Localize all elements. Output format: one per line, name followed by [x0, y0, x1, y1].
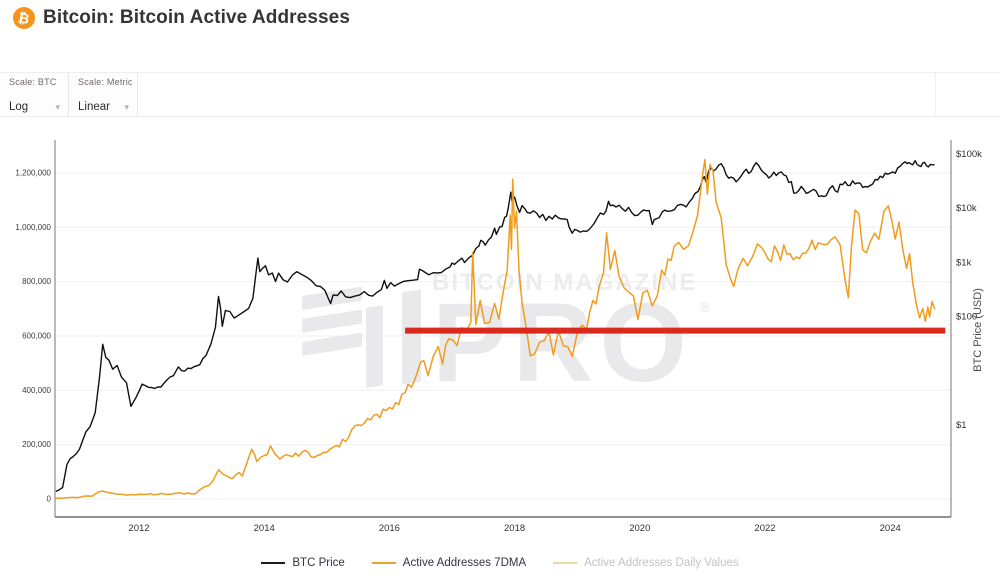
chart-header: ₿ Bitcoin: Bitcoin Active Addresses [13, 7, 350, 29]
svg-text:$100: $100 [956, 312, 977, 323]
x-axis-labels: 2012 2014 2016 2018 2020 2022 2024 [128, 523, 900, 534]
legend-item-btc-price[interactable]: BTC Price [261, 557, 345, 569]
right-axis-title: BTC Price (USD) [972, 288, 984, 372]
svg-text:$1: $1 [956, 420, 967, 431]
svg-text:2020: 2020 [629, 523, 650, 534]
svg-text:2024: 2024 [880, 523, 901, 534]
btc-scale-label: Scale: BTC [9, 77, 57, 87]
svg-text:600,000: 600,000 [22, 332, 51, 341]
scale-toolbar: Scale: BTC Log ▾ Scale: Metric Linear ▾ [0, 72, 1000, 117]
legend-swatch [553, 561, 578, 565]
metric-scale-control: Scale: Metric Linear ▾ [69, 73, 138, 116]
svg-text:0: 0 [47, 495, 52, 504]
left-axis-labels: 0 200,000 400,000 600,000 800,000 1,000,000 1,… [15, 169, 51, 504]
legend-item-active-addresses-daily-values[interactable]: Active Addresses Daily Values [553, 557, 739, 569]
chevron-down-icon: ▾ [55, 101, 60, 112]
watermark-text: BITCOIN MAGAZINE [432, 269, 697, 296]
svg-text:2012: 2012 [128, 523, 149, 534]
metric-scale-label: Scale: Metric [78, 77, 133, 87]
btc-scale-select[interactable]: Log ▾ [9, 101, 60, 113]
chevron-down-icon: ▾ [124, 101, 129, 112]
gridlines [55, 172, 951, 500]
svg-text:800,000: 800,000 [22, 277, 51, 286]
active-addresses-7dma-line [55, 158, 936, 500]
right-axis-labels: $100k $10k $1k $100 $1 [956, 149, 982, 431]
svg-text:$10k: $10k [956, 203, 977, 214]
svg-text:400,000: 400,000 [22, 386, 51, 395]
legend-label: Active Addresses Daily Values [584, 557, 739, 569]
svg-text:2016: 2016 [379, 523, 400, 534]
toolbar-divider [935, 73, 936, 116]
watermark-vbars-icon [366, 289, 421, 388]
svg-text:$100k: $100k [956, 149, 982, 160]
metric-scale-select[interactable]: Linear ▾ [78, 101, 129, 113]
chart-legend: BTC Price Active Addresses 7DMA Active A… [0, 557, 1000, 569]
axes [54, 140, 952, 518]
btc-scale-control: Scale: BTC Log ▾ [0, 73, 69, 116]
svg-text:200,000: 200,000 [22, 440, 51, 449]
svg-text:$1k: $1k [956, 257, 972, 268]
legend-swatch [371, 561, 396, 565]
metric-scale-value: Linear [78, 101, 110, 113]
watermark-registered-mark: ® [700, 299, 711, 315]
svg-text:2018: 2018 [504, 523, 525, 534]
svg-text:1,200,000: 1,200,000 [15, 169, 51, 178]
svg-text:1,000,000: 1,000,000 [15, 223, 51, 232]
bitcoin-icon: ₿ [13, 7, 35, 29]
btc-scale-value: Log [9, 101, 29, 113]
legend-swatch [261, 561, 286, 565]
scale-panel: Scale: BTC Log ▾ Scale: Metric Linear ▾ [0, 73, 138, 116]
legend-item-active-addresses-7dma[interactable]: Active Addresses 7DMA [371, 557, 527, 569]
legend-label: BTC Price [292, 557, 345, 569]
legend-label: Active Addresses 7DMA [402, 557, 527, 569]
btc-price-line [55, 160, 935, 492]
svg-text:2014: 2014 [254, 523, 275, 534]
svg-text:2022: 2022 [754, 523, 775, 534]
page-title: Bitcoin: Bitcoin Active Addresses [43, 7, 351, 28]
